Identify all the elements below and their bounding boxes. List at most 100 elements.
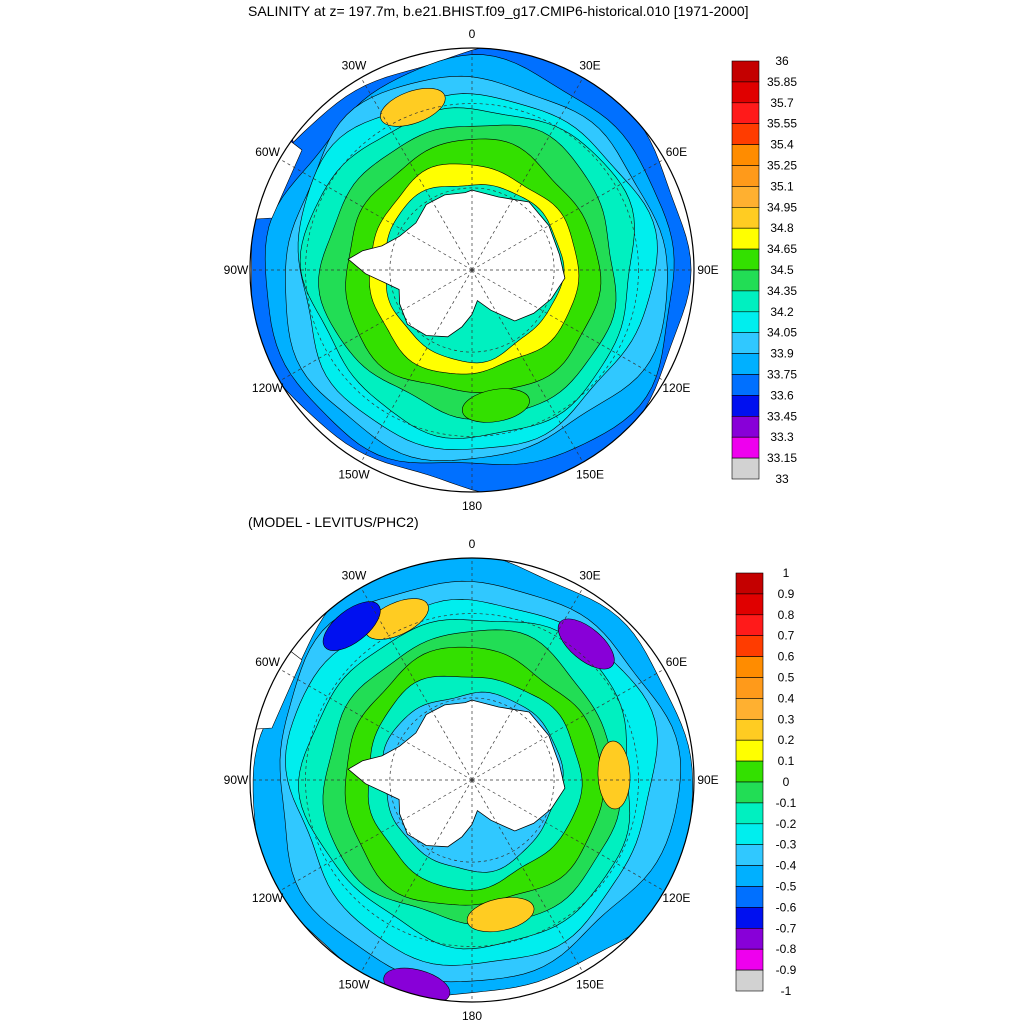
colorbar-tick-label: 0.9	[778, 587, 795, 601]
longitude-label: 90E	[697, 263, 718, 277]
colorbar-tick-label: 34.65	[767, 242, 797, 256]
meridian-line	[471, 668, 665, 781]
colorbar-swatch	[731, 207, 760, 229]
longitude-label: 30E	[579, 569, 600, 583]
colorbar-swatch	[731, 165, 760, 187]
colorbar-swatch	[731, 374, 760, 396]
colorbar-tick-label: 35.4	[770, 138, 794, 152]
colorbar-swatch	[735, 802, 764, 825]
colorbar-swatch	[735, 907, 764, 929]
colorbar-swatch	[735, 718, 764, 741]
longitude-label: 30E	[579, 59, 600, 73]
polar-map-0: 0 30E 60E 90E 120E 150E 180 150W 120W 90W 60W 30W	[224, 27, 719, 513]
meridian-line	[471, 77, 584, 271]
meridian-line	[360, 587, 473, 781]
longitude-label: 150E	[576, 467, 604, 481]
colorbar-tick-label: 35.55	[767, 117, 797, 131]
longitude-label: 120E	[662, 381, 690, 395]
anomaly-patch	[380, 87, 446, 127]
colorbar-tick-label: 0.7	[778, 629, 795, 643]
colorbar-tick-label: 1	[783, 566, 790, 580]
longitude-label: 60E	[666, 145, 687, 159]
colorbar-tick-label: -1	[781, 984, 792, 998]
colorbar-tick-label: 0.5	[778, 671, 795, 685]
longitude-label: 150W	[338, 977, 370, 991]
colorbar-tick-label: 33.75	[767, 368, 797, 382]
colorbar-swatch	[731, 123, 760, 145]
meridian-line	[279, 269, 473, 382]
colorbar-swatch	[731, 332, 760, 354]
colorbar-tick-label: -0.1	[776, 796, 797, 810]
colorbar-tick-label: 0.6	[778, 650, 795, 664]
latitude-circle	[305, 613, 639, 947]
colorbar-swatch	[731, 311, 760, 333]
colorbar-tick-label: 33.45	[767, 409, 797, 423]
polar-map-1: 0 30E 60E 90E 120E 150E 180 150W 120W 90W 60W 30W	[224, 537, 719, 1023]
colorbar-tick-label: 0.2	[778, 733, 795, 747]
colorbar-tick-label: -0.6	[776, 900, 797, 914]
colorbar-swatch	[731, 227, 760, 250]
colorbar-tick-label: -0.5	[776, 880, 797, 894]
colorbar-swatch	[735, 865, 764, 887]
longitude-label: 90E	[697, 773, 718, 787]
latitude-circle	[389, 187, 555, 353]
anomaly-patch	[557, 618, 615, 670]
colorbar-0: 36 35.85 35.7 35.55 35.4 35.25 35.1 34.95 34.8 34…	[731, 54, 797, 486]
chart-title-salinity: SALINITY at z= 197.7m, b.e21.BHIST.f09_g…	[248, 3, 749, 19]
colorbar-swatch	[731, 269, 760, 292]
colorbar-swatch	[731, 415, 760, 438]
colorbar-tick-label: 0.1	[778, 754, 795, 768]
colorbar-tick-label: 0.8	[778, 608, 795, 622]
anomaly-patch	[466, 897, 535, 933]
longitude-label: 90W	[224, 263, 249, 277]
colorbar-tick-label: 36	[775, 54, 789, 68]
colorbar-swatch	[735, 969, 764, 992]
colorbar-tick-label: 33.9	[770, 347, 794, 361]
anomaly-patch	[322, 601, 381, 651]
longitude-label: 120W	[252, 381, 284, 395]
longitude-label: 30W	[342, 569, 367, 583]
longitude-label: 120W	[252, 891, 284, 905]
colorbar-tick-label: 35.7	[770, 96, 794, 110]
colorbar-swatch	[735, 593, 764, 616]
map-border	[249, 47, 695, 493]
colorbar-swatch	[735, 886, 764, 908]
colorbar-1: 1 0.9 0.8 0.7 0.6 0.5 0.4 0.3 0.2 0.1 0 -0.1 -0.2 -0.…	[735, 566, 797, 998]
colorbar-tick-label: 33	[775, 472, 789, 486]
colorbar-tick-label: 34.5	[770, 263, 794, 277]
colorbar-swatch	[735, 760, 764, 783]
colorbar-tick-label: 34.35	[767, 284, 797, 298]
longitude-label: 0	[469, 537, 476, 551]
longitude-label: 60E	[666, 655, 687, 669]
colorbar-tick-label: 34.95	[767, 200, 797, 214]
anomaly-patch	[462, 388, 530, 423]
colorbar-swatch	[735, 844, 764, 866]
colorbar-tick-label: -0.2	[776, 817, 797, 831]
colorbar-swatch	[731, 457, 760, 480]
meridian-line	[279, 158, 473, 271]
meridian-line	[471, 269, 665, 382]
meridian-line	[471, 779, 665, 892]
longitude-label: 30W	[342, 59, 367, 73]
colorbar-tick-label: 33.6	[770, 388, 794, 402]
colorbar-swatch	[735, 656, 764, 678]
colorbar-tick-label: 33.3	[770, 430, 794, 444]
colorbar-swatch	[731, 436, 760, 459]
colorbar-swatch	[735, 572, 764, 595]
colorbar-tick-label: -0.7	[776, 921, 797, 935]
colorbar-swatch	[731, 102, 760, 125]
meridian-line	[360, 269, 473, 463]
colorbar-tick-label: 0	[783, 775, 790, 789]
colorbar-swatch	[735, 635, 764, 657]
longitude-label: 60W	[255, 655, 280, 669]
meridian-line	[279, 779, 473, 892]
colorbar-swatch	[731, 144, 760, 166]
longitude-label: 180	[462, 1009, 482, 1023]
latitude-circle	[389, 697, 555, 863]
colorbar-tick-label: 34.2	[770, 305, 794, 319]
map-border	[249, 557, 695, 1003]
colorbar-swatch	[731, 353, 760, 375]
meridian-line	[279, 668, 473, 781]
longitude-label: 90W	[224, 773, 249, 787]
